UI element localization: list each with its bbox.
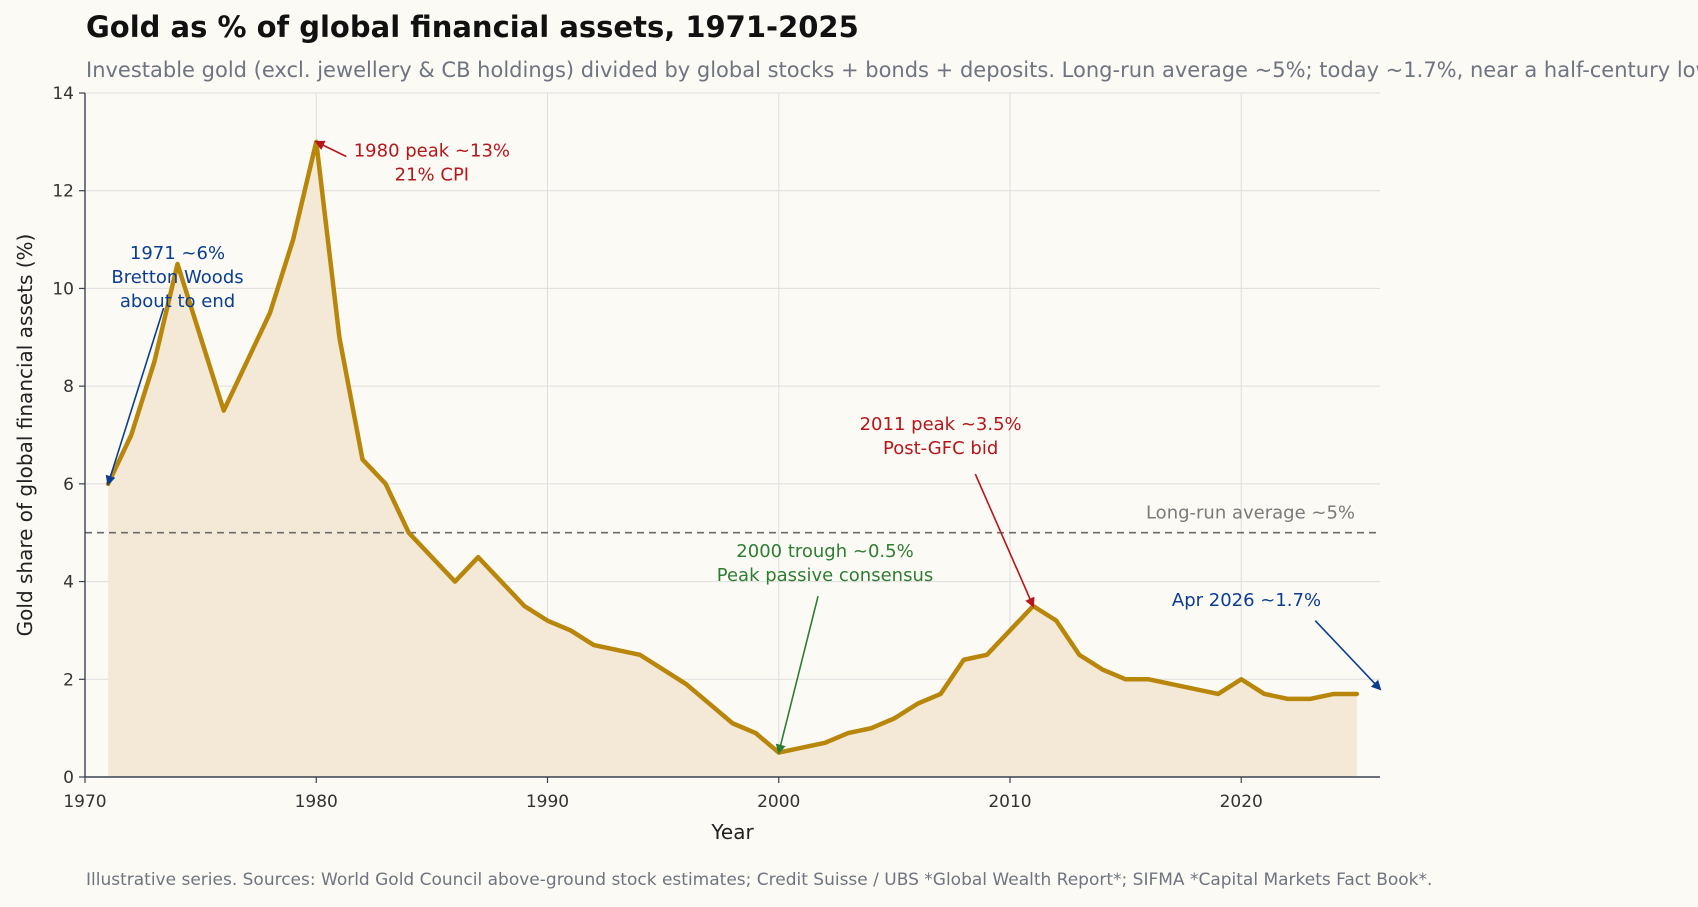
- gold-share-chart: Long-run average ~5% 0 2 4 6 8 10 12 14 1970 1980…: [13, 84, 1382, 844]
- annotation-arrow: [105, 307, 165, 486]
- y-axis-title: Gold share of global financial assets (%…: [13, 234, 37, 637]
- annotation-text: 1971 ~6% Bretton Woods about to end: [111, 243, 243, 312]
- x-tick-label: 1970: [63, 792, 106, 812]
- annotation-text: 2000 trough ~0.5% Peak passive consensus: [717, 541, 933, 586]
- y-tick-label: 6: [63, 475, 74, 495]
- annotation-2000: 2000 trough ~0.5% Peak passive consensus: [717, 541, 933, 755]
- x-tick-label: 2000: [757, 792, 800, 812]
- annotation-1980: 1980 peak ~13% 21% CPI: [314, 140, 510, 186]
- y-tick-label: 14: [52, 84, 74, 104]
- annotation-line: 2000 trough ~0.5%: [736, 541, 913, 562]
- axes: 0 2 4 6 8 10 12 14 1970 1980 1990 2000 2010 2020 Year G…: [13, 84, 1380, 844]
- y-tick-label: 4: [63, 573, 74, 593]
- annotation-text: 1980 peak ~13% 21% CPI: [354, 141, 510, 186]
- annotation-arrow: [775, 596, 819, 755]
- annotation-2026: Apr 2026 ~1.7%: [1172, 590, 1382, 691]
- chart-title: Gold as % of global financial assets, 19…: [86, 10, 859, 44]
- annotation-text: 2011 peak ~3.5% Post-GFC bid: [860, 414, 1022, 459]
- annotation-text: Apr 2026 ~1.7%: [1172, 590, 1321, 611]
- annotation-line: 21% CPI: [395, 165, 469, 186]
- x-tick-label: 2020: [1220, 792, 1263, 812]
- annotation-line: 1971 ~6%: [130, 243, 225, 264]
- area-fill-layer: [108, 141, 1357, 777]
- annotation-arrow: [314, 140, 347, 158]
- long-run-average-label: Long-run average ~5%: [1146, 503, 1355, 524]
- x-axis-title: Year: [710, 820, 754, 844]
- x-tick-label: 1990: [526, 792, 569, 812]
- annotation-line: 2011 peak ~3.5%: [860, 414, 1022, 435]
- chart-subtitle: Investable gold (excl. jewellery & CB ho…: [86, 58, 1698, 82]
- series-area-fill: [108, 141, 1357, 777]
- y-tick-label: 8: [63, 377, 74, 397]
- annotation-line: Apr 2026 ~1.7%: [1172, 590, 1321, 611]
- annotation-line: about to end: [120, 291, 235, 312]
- annotations: 1971 ~6% Bretton Woods about to end 1980 pe…: [105, 140, 1382, 755]
- annotation-arrow: [1314, 620, 1382, 691]
- annotation-line: Peak passive consensus: [717, 565, 933, 586]
- x-tick-label: 2010: [988, 792, 1031, 812]
- y-tick-label: 0: [63, 768, 74, 788]
- y-tick-label: 10: [52, 279, 74, 299]
- y-tick-label: 12: [52, 182, 74, 202]
- annotation-1971: 1971 ~6% Bretton Woods about to end: [105, 243, 244, 486]
- annotation-2011: 2011 peak ~3.5% Post-GFC bid: [860, 414, 1035, 608]
- source-footnote: Illustrative series. Sources: World Gold…: [86, 870, 1433, 890]
- annotation-line: Bretton Woods: [111, 267, 243, 288]
- annotation-arrow: [974, 473, 1035, 608]
- annotation-line: Post-GFC bid: [883, 438, 998, 459]
- x-tick-label: 1980: [295, 792, 338, 812]
- average-line-layer: Long-run average ~5%: [85, 503, 1380, 534]
- y-tick-label: 2: [63, 670, 74, 690]
- annotation-line: 1980 peak ~13%: [354, 141, 510, 162]
